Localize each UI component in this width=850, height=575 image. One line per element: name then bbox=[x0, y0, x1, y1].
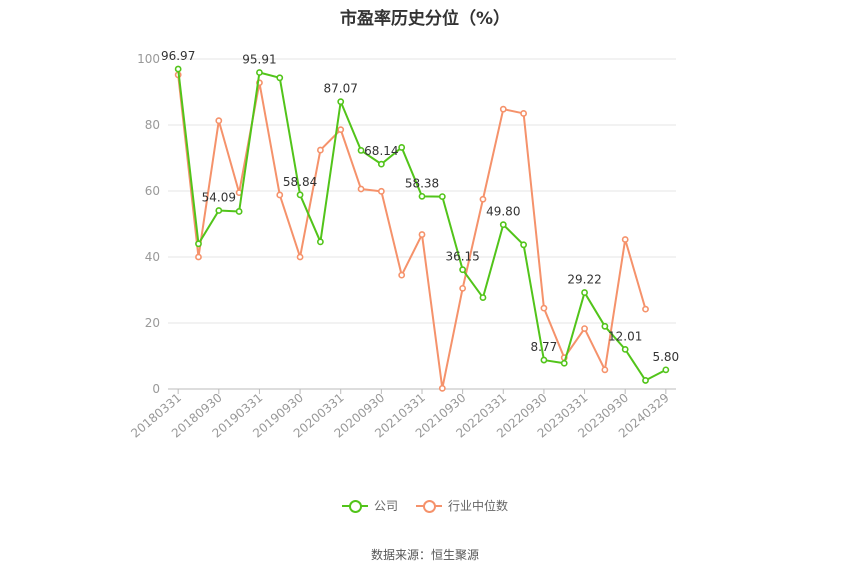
data-source-note: 数据来源：恒生聚源 bbox=[370, 548, 479, 562]
data-point bbox=[174, 65, 182, 73]
data-point bbox=[438, 384, 446, 392]
data-point bbox=[479, 195, 487, 203]
data-point bbox=[662, 366, 670, 374]
data-point bbox=[499, 105, 507, 113]
data-point bbox=[337, 126, 345, 134]
legend-item-company[interactable]: 公司 bbox=[341, 497, 398, 514]
data-label: 58.84 bbox=[283, 175, 317, 189]
data-point bbox=[276, 74, 284, 82]
line-chart: 0204060801002018033120180930201903312019… bbox=[128, 49, 679, 441]
y-tick-label: 60 bbox=[145, 184, 160, 198]
legend-swatch-company bbox=[341, 499, 368, 513]
y-tick-label: 0 bbox=[152, 382, 160, 396]
data-label: 49.80 bbox=[486, 205, 520, 219]
data-point bbox=[316, 146, 324, 154]
data-point bbox=[601, 366, 609, 374]
series-line-1 bbox=[177, 74, 647, 390]
data-point bbox=[256, 69, 263, 76]
data-point bbox=[195, 253, 202, 261]
data-point bbox=[642, 305, 649, 313]
data-point bbox=[215, 207, 223, 214]
data-point bbox=[398, 271, 406, 279]
data-label: 36.15 bbox=[445, 250, 479, 264]
legend-label-industry-median: 行业中位数 bbox=[448, 499, 509, 513]
data-point bbox=[540, 304, 548, 312]
data-point bbox=[398, 144, 406, 151]
data-point bbox=[540, 356, 548, 364]
data-point bbox=[479, 294, 487, 301]
legend-label-company: 公司 bbox=[373, 499, 398, 513]
data-point bbox=[438, 193, 446, 201]
data-point bbox=[520, 110, 527, 117]
data-point bbox=[377, 187, 385, 195]
data-point bbox=[601, 322, 609, 330]
chart-title: 市盈率历史分位（%） bbox=[339, 9, 511, 29]
data-point bbox=[560, 359, 568, 367]
data-point bbox=[418, 231, 426, 238]
data-point bbox=[377, 160, 385, 168]
data-label: 12.01 bbox=[608, 329, 642, 343]
y-tick-label: 20 bbox=[145, 316, 160, 330]
data-point bbox=[357, 147, 365, 154]
data-point bbox=[418, 192, 426, 200]
legend-item-industry-median[interactable]: 行业中位数 bbox=[416, 497, 508, 514]
data-label: 95.91 bbox=[242, 52, 276, 66]
y-tick-label: 40 bbox=[145, 250, 160, 264]
data-point bbox=[296, 253, 304, 261]
data-point bbox=[642, 377, 649, 384]
data-point bbox=[235, 208, 243, 215]
data-point bbox=[337, 98, 345, 106]
data-label: 58.38 bbox=[405, 176, 439, 190]
data-point bbox=[215, 117, 223, 125]
data-point bbox=[621, 345, 629, 353]
legend-swatch-industry-median bbox=[416, 499, 442, 513]
y-tick-label: 80 bbox=[145, 118, 160, 132]
data-label: 96.97 bbox=[161, 49, 195, 63]
y-tick-label: 100 bbox=[137, 52, 160, 66]
data-point bbox=[276, 191, 284, 199]
data-point bbox=[520, 241, 527, 249]
data-point bbox=[296, 191, 304, 199]
data-label: 54.09 bbox=[202, 191, 236, 205]
data-point bbox=[581, 325, 588, 333]
legend: 公司 行业中位数 bbox=[0, 497, 850, 514]
data-point bbox=[357, 185, 365, 193]
data-point bbox=[459, 266, 467, 274]
data-point bbox=[195, 240, 202, 248]
data-point bbox=[459, 284, 467, 292]
data-label: 87.07 bbox=[324, 82, 358, 96]
data-point bbox=[621, 236, 629, 243]
data-point bbox=[316, 238, 324, 246]
data-point bbox=[581, 289, 588, 296]
data-label: 29.22 bbox=[567, 273, 601, 287]
series-line-0 bbox=[177, 68, 667, 382]
data-label: 5.80 bbox=[652, 350, 679, 364]
data-point bbox=[499, 221, 507, 229]
data-label: 68.14 bbox=[364, 144, 398, 158]
data-label: 8.77 bbox=[531, 340, 558, 354]
